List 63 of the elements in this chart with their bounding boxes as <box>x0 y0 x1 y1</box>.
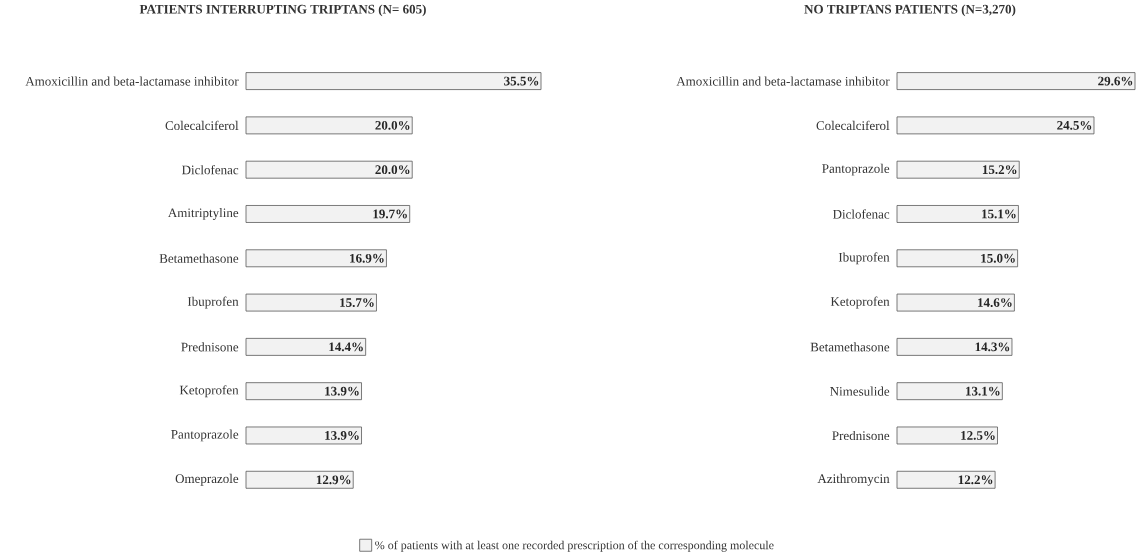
y-tick-label: Amoxicillin and beta-lactamase inhibitor <box>25 76 239 86</box>
data-label: 13.9% <box>325 386 359 396</box>
data-label: 15.2% <box>982 165 1017 174</box>
bar <box>245 204 411 223</box>
y-tick-label: Omeprazole <box>175 473 239 486</box>
bar <box>245 249 387 267</box>
bar <box>896 293 1015 312</box>
y-tick-label: Amitriptyline <box>167 207 239 220</box>
y-tick-label: Colecalciferol <box>816 120 890 130</box>
y-tick-label: Betamethasone <box>159 253 239 263</box>
legend-label: % of patients with at least one recorded prescription of the corresponding molecule <box>375 540 774 552</box>
data-label: 16.9% <box>350 253 384 263</box>
bar <box>245 71 542 90</box>
data-label: 12.2% <box>958 475 993 484</box>
y-tick-label: Pantoprazole <box>171 429 239 442</box>
data-label: 12.9% <box>316 475 351 484</box>
y-tick-label: Diclofenac <box>832 209 890 219</box>
y-tick-label: Pantoprazole <box>822 163 890 176</box>
bar <box>245 426 362 445</box>
data-label: 20.0% <box>375 120 410 130</box>
y-tick-label: Nimesulide <box>830 386 890 396</box>
bar <box>896 470 996 489</box>
data-label: 13.9% <box>325 430 359 440</box>
bar <box>896 204 1019 223</box>
data-label: 14.4% <box>329 342 363 352</box>
data-label: 13.1% <box>966 386 1000 396</box>
bar <box>896 426 998 445</box>
y-tick-label: Diclofenac <box>181 164 239 175</box>
bar <box>245 470 354 489</box>
bar <box>245 116 413 135</box>
bar <box>896 160 1020 179</box>
data-label: 15.0% <box>981 253 1015 263</box>
data-label: 19.7% <box>373 209 407 219</box>
bar <box>245 293 377 312</box>
data-label: 12.5% <box>961 430 995 440</box>
bar <box>896 71 1136 90</box>
data-label: 14.3% <box>975 342 1010 352</box>
bar <box>245 160 413 179</box>
data-label: 29.6% <box>1098 76 1133 86</box>
y-tick-label: Azithromycin <box>817 473 890 486</box>
y-tick-label: Prednisone <box>181 342 239 352</box>
y-tick-label: Ibuprofen <box>838 252 890 264</box>
y-tick-label: Ketoprofen <box>179 384 239 397</box>
bar <box>896 116 1095 135</box>
data-label: 15.7% <box>340 297 374 307</box>
data-label: 14.6% <box>978 297 1012 307</box>
y-tick-label: Ibuprofen <box>187 296 239 309</box>
chart-title: NO TRIPTANS PATIENTS (N=3,270) <box>804 4 1016 16</box>
chart-title: PATIENTS INTERRUPTING TRIPTANS (N= 605) <box>139 4 426 16</box>
data-label: 24.5% <box>1057 120 1092 130</box>
data-label: 20.0% <box>375 165 410 174</box>
y-tick-label: Ketoprofen <box>830 296 890 309</box>
bar <box>896 337 1013 356</box>
bar <box>896 249 1019 267</box>
y-tick-label: Betamethasone <box>810 342 890 352</box>
data-label: 15.1% <box>982 209 1016 219</box>
y-tick-label: Prednisone <box>832 430 890 440</box>
bar <box>245 382 362 400</box>
data-label: 35.5% <box>504 76 539 86</box>
y-tick-label: Colecalciferol <box>165 120 239 130</box>
bar <box>896 382 1003 400</box>
y-tick-label: Amoxicillin and beta-lactamase inhibitor <box>676 76 890 86</box>
bar <box>245 337 367 356</box>
